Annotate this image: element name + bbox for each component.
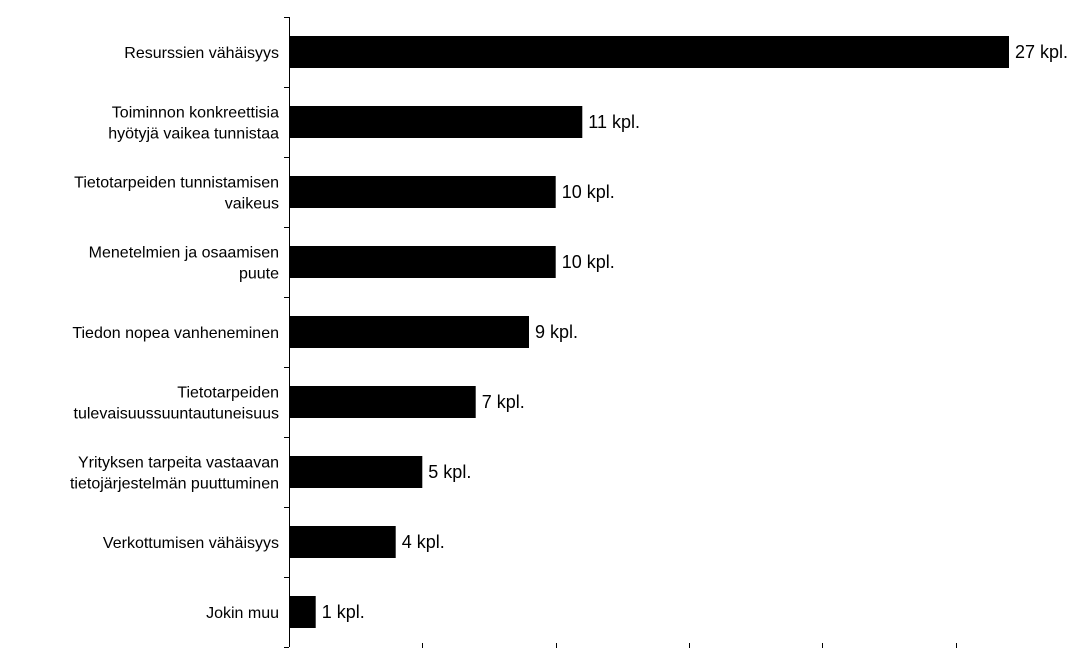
category-labels: Resurssien vähäisyys Toiminnon konkreetti… (70, 45, 279, 622)
category-label: puute (239, 266, 279, 283)
bar (290, 596, 316, 628)
bar (290, 106, 583, 138)
category-label: Tietotarpeiden (177, 385, 279, 402)
category-label: Toiminnon konkreettisia (112, 105, 279, 122)
category-label: Tietotarpeiden tunnistamisen (74, 175, 279, 192)
chart-bars (290, 36, 1009, 628)
category-label: vaikeus (225, 196, 279, 213)
bar (290, 246, 556, 278)
bar (290, 36, 1009, 68)
category-label: Verkottumisen vähäisyys (103, 535, 279, 552)
category-label: tietojärjestelmän puuttuminen (70, 476, 279, 493)
category-label: Resurssien vähäisyys (124, 45, 279, 62)
category-label: hyötyjä vaikea tunnistaa (108, 126, 279, 143)
bar (290, 456, 423, 488)
data-label: 4 kpl. (402, 532, 445, 552)
bar (290, 316, 529, 348)
bar (290, 526, 396, 558)
category-label: Menetelmien ja osaamisen (89, 245, 279, 262)
category-label: Yrityksen tarpeita vastaavan (78, 455, 279, 472)
data-label: 9 kpl. (535, 322, 578, 342)
category-label: Jokin muu (206, 605, 279, 622)
data-label: 7 kpl. (482, 392, 525, 412)
data-label: 10 kpl. (562, 252, 615, 272)
data-label: 1 kpl. (322, 602, 365, 622)
bar (290, 386, 476, 418)
data-label: 5 kpl. (428, 462, 471, 482)
category-label: tulevaisuussuuntautuneisuus (74, 406, 279, 423)
data-label: 27 kpl. (1015, 42, 1068, 62)
data-labels: 27 kpl. 11 kpl. 10 kpl. 10 kpl. 9 kpl. 7 kpl.… (322, 42, 1068, 622)
category-label: Tiedon nopea vanheneminen (72, 325, 279, 342)
data-label: 11 kpl. (588, 112, 640, 132)
bar (290, 176, 556, 208)
data-label: 10 kpl. (562, 182, 615, 202)
